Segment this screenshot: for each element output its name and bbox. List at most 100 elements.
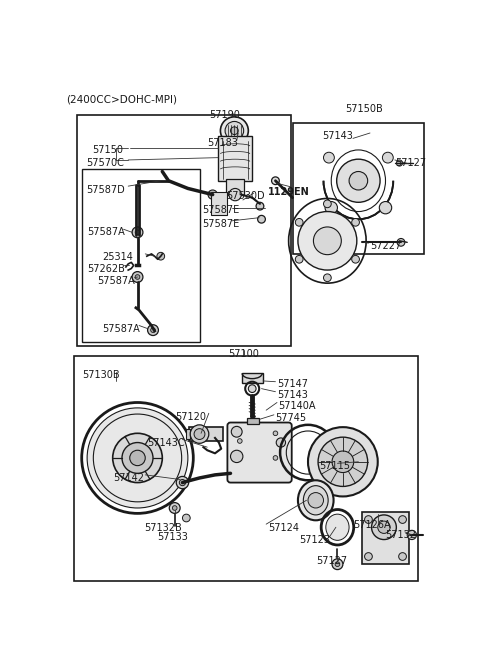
- Circle shape: [295, 255, 303, 263]
- Circle shape: [365, 552, 372, 560]
- Text: 25314: 25314: [103, 251, 133, 261]
- Circle shape: [182, 514, 190, 522]
- Circle shape: [383, 153, 393, 163]
- Circle shape: [172, 506, 177, 510]
- Circle shape: [135, 275, 140, 280]
- Circle shape: [295, 218, 303, 226]
- Text: 57147: 57147: [277, 380, 308, 389]
- Circle shape: [349, 171, 368, 190]
- Circle shape: [130, 450, 145, 466]
- Circle shape: [325, 202, 337, 214]
- Text: 57143C: 57143C: [147, 438, 184, 448]
- Circle shape: [147, 325, 158, 335]
- Circle shape: [190, 425, 209, 444]
- Circle shape: [230, 127, 238, 134]
- Circle shape: [352, 218, 360, 226]
- Bar: [74, 356, 418, 581]
- Circle shape: [399, 552, 407, 560]
- Text: 57132B: 57132B: [144, 523, 181, 533]
- Circle shape: [169, 503, 180, 513]
- Circle shape: [135, 230, 140, 235]
- Bar: [362, 512, 409, 564]
- Text: 57587E: 57587E: [203, 206, 240, 216]
- Bar: [189, 427, 223, 441]
- Ellipse shape: [298, 480, 334, 520]
- Circle shape: [176, 476, 189, 489]
- Text: 57127: 57127: [316, 556, 347, 566]
- Circle shape: [276, 438, 286, 447]
- Circle shape: [157, 253, 165, 260]
- Circle shape: [318, 437, 368, 487]
- Text: 57140A: 57140A: [278, 401, 316, 411]
- Text: 57570C: 57570C: [86, 158, 124, 167]
- Circle shape: [308, 493, 324, 508]
- Circle shape: [132, 227, 143, 238]
- Bar: [292, 123, 424, 254]
- Bar: [247, 418, 259, 424]
- Text: 57133: 57133: [157, 532, 189, 542]
- Circle shape: [132, 271, 143, 282]
- Text: 57150: 57150: [93, 145, 123, 155]
- Circle shape: [332, 559, 343, 570]
- Text: 57227: 57227: [370, 241, 401, 251]
- Text: 57262B: 57262B: [87, 264, 125, 274]
- Text: 57587E: 57587E: [203, 219, 240, 229]
- Circle shape: [272, 177, 279, 185]
- Text: 57130B: 57130B: [82, 370, 120, 380]
- Text: 57150B: 57150B: [345, 103, 383, 114]
- Circle shape: [324, 200, 331, 208]
- Text: 57115: 57115: [320, 461, 350, 471]
- Text: 57183: 57183: [207, 138, 238, 149]
- Text: 57587D: 57587D: [86, 185, 125, 195]
- Circle shape: [256, 202, 264, 210]
- Text: 57587A: 57587A: [103, 324, 140, 334]
- Circle shape: [113, 433, 162, 482]
- Circle shape: [324, 274, 331, 282]
- Text: 57587A: 57587A: [97, 276, 135, 286]
- Circle shape: [324, 153, 335, 163]
- Bar: [226, 179, 244, 195]
- Bar: [186, 429, 190, 439]
- Circle shape: [379, 202, 392, 214]
- Text: 57143: 57143: [322, 130, 353, 140]
- Circle shape: [365, 515, 372, 523]
- Text: 57127: 57127: [395, 158, 426, 167]
- Text: 57120: 57120: [175, 412, 206, 422]
- Circle shape: [248, 385, 256, 392]
- Text: 57530D: 57530D: [226, 191, 264, 201]
- Circle shape: [273, 456, 278, 460]
- Bar: [242, 373, 263, 383]
- Circle shape: [332, 451, 354, 472]
- Circle shape: [352, 255, 360, 263]
- Circle shape: [407, 530, 417, 540]
- Circle shape: [208, 190, 217, 199]
- Text: 57100: 57100: [228, 349, 259, 359]
- Text: (2400CC>DOHC-MPI): (2400CC>DOHC-MPI): [66, 95, 177, 105]
- Circle shape: [151, 328, 156, 333]
- Text: 57745: 57745: [276, 413, 307, 423]
- Text: 57587A: 57587A: [87, 227, 125, 237]
- Circle shape: [238, 439, 242, 444]
- Circle shape: [220, 117, 248, 144]
- Circle shape: [122, 443, 153, 473]
- Ellipse shape: [303, 486, 328, 515]
- Circle shape: [308, 427, 378, 497]
- Text: 57126A: 57126A: [353, 519, 391, 530]
- Bar: [82, 169, 200, 343]
- Text: 1129EN: 1129EN: [268, 187, 310, 197]
- Circle shape: [231, 426, 242, 437]
- Text: 57123: 57123: [299, 535, 330, 545]
- Circle shape: [180, 480, 186, 486]
- Circle shape: [225, 122, 244, 140]
- Circle shape: [273, 431, 278, 435]
- Ellipse shape: [326, 514, 349, 540]
- Bar: [211, 192, 227, 216]
- Circle shape: [87, 408, 188, 508]
- Circle shape: [399, 515, 407, 523]
- Text: 57132: 57132: [385, 530, 417, 540]
- Text: 57143: 57143: [277, 390, 308, 401]
- Text: 57124: 57124: [268, 523, 299, 533]
- Bar: [218, 136, 252, 181]
- Circle shape: [258, 216, 265, 223]
- Circle shape: [396, 160, 403, 166]
